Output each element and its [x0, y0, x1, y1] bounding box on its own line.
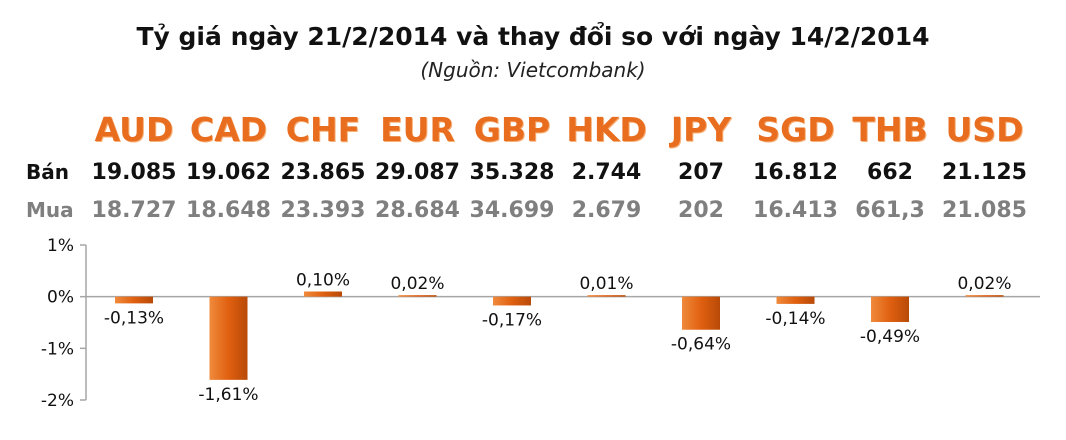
- currency-code-cad: CAD: [189, 110, 268, 149]
- sell-rate-chf: 23.865: [280, 160, 366, 185]
- y-tick-label: 0%: [47, 288, 74, 308]
- bar-sgd: [776, 296, 815, 304]
- buy-rate-sgd: 16.413: [753, 198, 838, 223]
- y-tick-label: 1%: [47, 236, 74, 256]
- sell-rate-aud: 19.085: [91, 160, 177, 185]
- sell-rate-sgd: 16.812: [753, 160, 838, 185]
- data-label-sgd: -0,14%: [765, 309, 825, 329]
- bar-eur: [398, 295, 437, 297]
- sell-rate-hkd: 2.744: [571, 160, 642, 185]
- buy-rate-jpy: 202: [678, 198, 724, 223]
- sell-rate-gbp: 35.328: [469, 160, 555, 185]
- buy-rate-cad: 18.648: [186, 198, 271, 223]
- bar-aud: [115, 296, 153, 304]
- bar-jpy: [682, 296, 720, 330]
- buy-rate-hkd: 2.679: [571, 198, 642, 223]
- bar-thb: [871, 296, 909, 322]
- buy-rate-eur: 28.684: [375, 198, 460, 223]
- buy-rate-usd: 21.085: [942, 198, 1027, 223]
- sell-rate-thb: 662: [867, 160, 913, 185]
- currency-code-gbp: GBP: [473, 110, 551, 149]
- sell-rate-jpy: 207: [678, 160, 724, 185]
- sell-rate-usd: 21.125: [942, 160, 1027, 185]
- currency-code-hkd: HKD: [566, 110, 647, 149]
- currency-code-eur: EUR: [380, 110, 455, 149]
- currency-code-sgd: SGD: [756, 110, 835, 149]
- data-label-gbp: -0,17%: [482, 310, 542, 330]
- currency-code-chf: CHF: [285, 110, 361, 149]
- currency-code-thb: THB: [852, 110, 928, 149]
- data-label-eur: 0,02%: [390, 274, 444, 294]
- y-tick-label: -2%: [41, 391, 74, 411]
- buy-rate-thb: 661,3: [855, 198, 925, 223]
- bar-cad: [209, 296, 248, 380]
- data-label-chf: 0,10%: [296, 271, 350, 291]
- currency-code-aud: AUD: [94, 110, 174, 149]
- chart-subtitle: (Nguồn: Vietcombank): [420, 58, 646, 82]
- data-label-usd: 0,02%: [957, 274, 1011, 294]
- currency-code-jpy: JPY: [670, 110, 732, 149]
- y-tick-label: -1%: [41, 339, 74, 359]
- data-label-cad: -1,61%: [198, 385, 258, 405]
- bar-usd: [965, 295, 1004, 297]
- sell-rate-eur: 29.087: [375, 160, 460, 185]
- sell-rate-cad: 19.062: [186, 160, 271, 185]
- currency-header-row: AUD CAD CHF EUR GBP HKD JPY SGD THB USD: [0, 110, 1066, 156]
- sell-row-label: Bán: [26, 160, 69, 184]
- data-label-thb: -0,49%: [860, 327, 920, 347]
- data-label-aud: -0,13%: [104, 308, 164, 328]
- buy-rate-gbp: 34.699: [469, 198, 555, 223]
- buy-rate-aud: 18.727: [91, 198, 177, 223]
- chart-title: Tỷ giá ngày 21/2/2014 và thay đổi so với…: [136, 22, 930, 51]
- data-label-hkd: 0,01%: [579, 274, 633, 294]
- bar-gbp: [493, 296, 531, 306]
- bar-hkd: [587, 295, 626, 297]
- buy-rate-chf: 23.393: [280, 198, 366, 223]
- buy-row-label: Mua: [26, 198, 74, 222]
- bar-chf: [304, 291, 342, 297]
- currency-code-usd: USD: [945, 110, 1024, 149]
- data-label-jpy: -0,64%: [671, 335, 731, 355]
